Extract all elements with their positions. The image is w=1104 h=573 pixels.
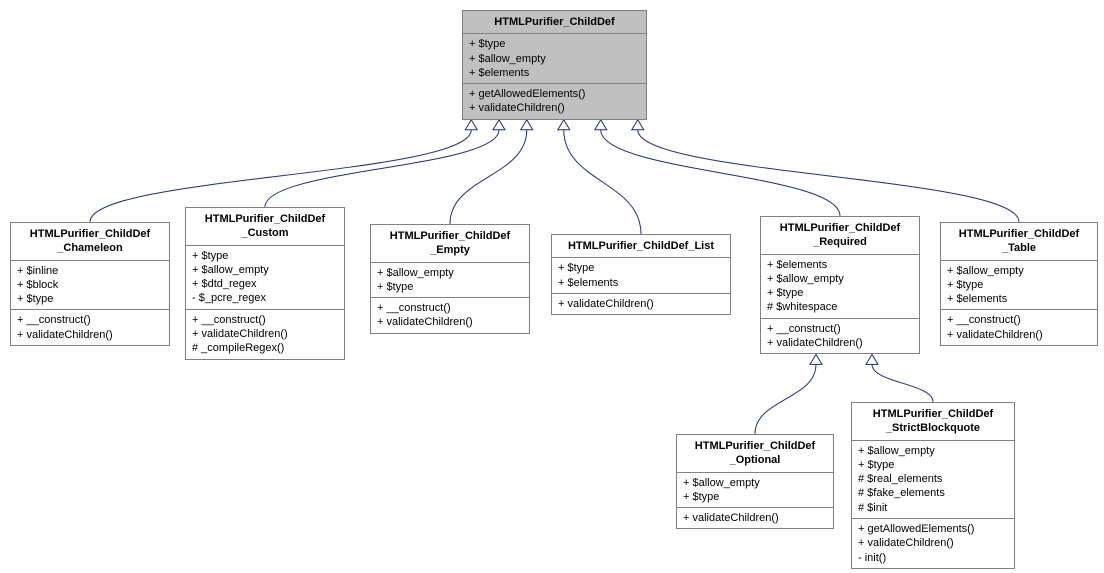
class-methods: + validateChildren() <box>677 507 833 528</box>
class-methods: + __construct() + validateChildren() <box>761 318 919 354</box>
uml-class-chameleon[interactable]: HTMLPurifier_ChildDef _Chameleon+ $inlin… <box>10 222 170 346</box>
class-attributes: + $type + $allow_empty + $dtd_regex - $_… <box>186 245 344 309</box>
uml-class-list[interactable]: HTMLPurifier_ChildDef_List+ $type + $ele… <box>551 234 731 315</box>
class-attributes: + $allow_empty + $type <box>677 472 833 508</box>
class-attributes: + $allow_empty + $type + $elements <box>941 260 1097 310</box>
class-attributes: + $elements + $allow_empty + $type # $wh… <box>761 254 919 318</box>
class-title: HTMLPurifier_ChildDef _Table <box>941 223 1097 260</box>
class-attributes: + $type + $elements <box>552 257 730 293</box>
class-methods: + __construct() + validateChildren() # _… <box>186 309 344 359</box>
uml-class-table[interactable]: HTMLPurifier_ChildDef _Table+ $allow_emp… <box>940 222 1098 346</box>
class-attributes: + $type + $allow_empty + $elements <box>463 33 646 83</box>
class-title: HTMLPurifier_ChildDef _StrictBlockquote <box>852 403 1014 440</box>
uml-class-strictblockquote[interactable]: HTMLPurifier_ChildDef _StrictBlockquote+… <box>851 402 1015 569</box>
uml-class-custom[interactable]: HTMLPurifier_ChildDef _Custom+ $type + $… <box>185 207 345 360</box>
uml-class-empty[interactable]: HTMLPurifier_ChildDef _Empty+ $allow_emp… <box>370 224 530 334</box>
class-methods: + getAllowedElements() + validateChildre… <box>463 83 646 119</box>
uml-class-optional[interactable]: HTMLPurifier_ChildDef _Optional+ $allow_… <box>676 434 834 529</box>
class-methods: + __construct() + validateChildren() <box>371 297 529 333</box>
class-methods: + __construct() + validateChildren() <box>941 309 1097 345</box>
class-title: HTMLPurifier_ChildDef _Optional <box>677 435 833 472</box>
class-title: HTMLPurifier_ChildDef _Chameleon <box>11 223 169 260</box>
class-methods: + __construct() + validateChildren() <box>11 309 169 345</box>
class-title: HTMLPurifier_ChildDef _Empty <box>371 225 529 262</box>
class-attributes: + $inline + $block + $type <box>11 260 169 310</box>
class-methods: + validateChildren() <box>552 293 730 314</box>
class-title: HTMLPurifier_ChildDef _Required <box>761 217 919 254</box>
class-attributes: + $allow_empty + $type # $real_elements … <box>852 440 1014 518</box>
class-title: HTMLPurifier_ChildDef _Custom <box>186 208 344 245</box>
class-title: HTMLPurifier_ChildDef_List <box>552 235 730 257</box>
uml-class-root[interactable]: HTMLPurifier_ChildDef+ $type + $allow_em… <box>462 10 647 120</box>
uml-class-required[interactable]: HTMLPurifier_ChildDef _Required+ $elemen… <box>760 216 920 354</box>
class-attributes: + $allow_empty + $type <box>371 262 529 298</box>
uml-diagram: HTMLPurifier_ChildDef+ $type + $allow_em… <box>0 0 1104 573</box>
class-methods: + getAllowedElements() + validateChildre… <box>852 518 1014 568</box>
class-title: HTMLPurifier_ChildDef <box>463 11 646 33</box>
